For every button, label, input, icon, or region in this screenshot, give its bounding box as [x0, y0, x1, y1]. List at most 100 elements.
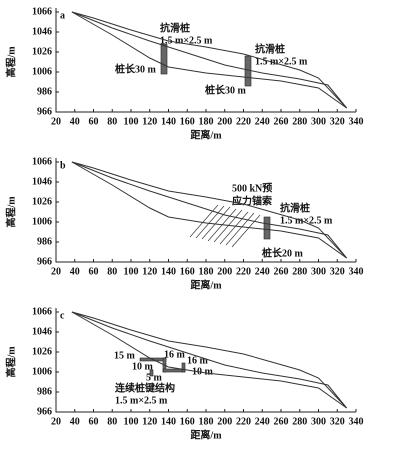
- x-tick-label: 100: [124, 416, 139, 427]
- x-tick-label: 300: [311, 266, 326, 277]
- profile-line: [71, 311, 347, 409]
- annotation: 1.5 m×2.5 m: [280, 215, 333, 226]
- x-tick-label: 240: [255, 116, 270, 127]
- annotation: 16 m: [187, 355, 209, 366]
- y-tick-label: 1066: [32, 306, 52, 317]
- x-tick-label: 20: [51, 416, 61, 427]
- x-tick-label: 180: [199, 416, 214, 427]
- y-tick-label: 1006: [32, 366, 52, 377]
- y-tick-label: 1026: [32, 346, 52, 357]
- x-tick-label: 240: [255, 266, 270, 277]
- x-tick-label: 80: [107, 416, 117, 427]
- y-tick-label: 986: [37, 236, 52, 247]
- x-tick-label: 220: [236, 266, 251, 277]
- x-tick-label: 100: [124, 116, 139, 127]
- x-tick-label: 100: [124, 266, 139, 277]
- x-tick-label: 60: [89, 416, 99, 427]
- x-tick-label: 160: [180, 416, 195, 427]
- y-axis-label: 高程/m: [4, 346, 17, 378]
- profile-line: [71, 311, 348, 409]
- panel-label: c: [60, 310, 65, 321]
- x-tick-label: 280: [292, 416, 307, 427]
- y-tick-label: 1046: [32, 326, 52, 337]
- x-tick-label: 40: [70, 266, 80, 277]
- profile-line: [71, 11, 347, 109]
- profile-line: [71, 161, 348, 259]
- annotation: 桩长30 m: [205, 83, 246, 96]
- anchors: [189, 204, 261, 248]
- annotation: 10 m: [192, 366, 214, 377]
- x-tick-label: 20: [51, 266, 61, 277]
- y-tick-label: 966: [37, 406, 52, 417]
- x-tick-label: 220: [236, 416, 251, 427]
- annotation: 5 m: [146, 372, 163, 383]
- x-tick-label: 160: [180, 266, 195, 277]
- x-tick-label: 120: [142, 416, 157, 427]
- x-tick-label: 180: [199, 266, 214, 277]
- x-tick-label: 300: [311, 416, 326, 427]
- x-tick-label: 40: [70, 116, 80, 127]
- annotation: 应力锚索: [232, 194, 272, 207]
- x-tick-label: 320: [330, 266, 345, 277]
- x-tick-label: 20: [51, 116, 61, 127]
- y-tick-label: 1006: [32, 216, 52, 227]
- x-tick-label: 220: [236, 116, 251, 127]
- x-tick-label: 80: [107, 116, 117, 127]
- x-tick-label: 260: [274, 116, 289, 127]
- y-tick-label: 986: [37, 86, 52, 97]
- pile: [263, 216, 271, 240]
- x-tick-label: 140: [161, 266, 176, 277]
- profile-line: [71, 161, 347, 259]
- y-tick-label: 1066: [32, 156, 52, 167]
- annotation: 抗滑桩: [160, 21, 190, 34]
- profile-line: [71, 161, 347, 259]
- annotation: 连续桩键结构: [115, 381, 175, 394]
- annotation: 1.5 m×2.5 m: [255, 56, 308, 67]
- annotation: 15 m: [114, 350, 136, 361]
- x-axis-label: 距离/m: [190, 428, 222, 441]
- annotation: 桩长20 m: [262, 246, 303, 259]
- x-tick-label: 200: [217, 266, 232, 277]
- x-tick-label: 340: [349, 116, 364, 127]
- x-tick-label: 40: [70, 416, 80, 427]
- x-tick-label: 240: [255, 416, 270, 427]
- y-axis-label: 高程/m: [4, 46, 17, 78]
- y-tick-label: 966: [37, 256, 52, 267]
- panel-label: a: [60, 10, 65, 21]
- profile-line: [71, 11, 347, 109]
- annotation: 16 m: [164, 349, 186, 360]
- y-tick-label: 1026: [32, 196, 52, 207]
- x-tick-label: 180: [199, 116, 214, 127]
- x-tick-label: 120: [142, 116, 157, 127]
- x-tick-label: 200: [217, 116, 232, 127]
- x-tick-label: 160: [180, 116, 195, 127]
- y-tick-label: 1046: [32, 26, 52, 37]
- annotation: 500 kN预: [232, 182, 272, 194]
- y-tick-label: 986: [37, 386, 52, 397]
- y-tick-label: 1066: [32, 6, 52, 17]
- x-axis-label: 距离/m: [190, 128, 222, 141]
- x-tick-label: 200: [217, 416, 232, 427]
- x-tick-label: 60: [89, 116, 99, 127]
- annotation: 1.5 m×2.5 m: [160, 35, 213, 46]
- profile-line: [71, 11, 348, 109]
- annotation: 桩长30 m: [115, 62, 156, 75]
- y-axis-label: 高程/m: [4, 196, 17, 228]
- y-tick-label: 1006: [32, 66, 52, 77]
- annotation: 10 m: [132, 361, 154, 372]
- x-tick-label: 260: [274, 266, 289, 277]
- x-tick-label: 60: [89, 266, 99, 277]
- x-tick-label: 80: [107, 266, 117, 277]
- x-tick-label: 280: [292, 266, 307, 277]
- x-tick-label: 300: [311, 116, 326, 127]
- annotation: 抗滑桩: [280, 201, 310, 214]
- x-tick-label: 280: [292, 116, 307, 127]
- annotation: 1.5 m×2.5 m: [115, 395, 168, 406]
- x-tick-label: 320: [330, 416, 345, 427]
- pile: [160, 43, 168, 75]
- x-tick-label: 120: [142, 266, 157, 277]
- x-tick-label: 340: [349, 416, 364, 427]
- y-tick-label: 1046: [32, 176, 52, 187]
- x-tick-label: 260: [274, 416, 289, 427]
